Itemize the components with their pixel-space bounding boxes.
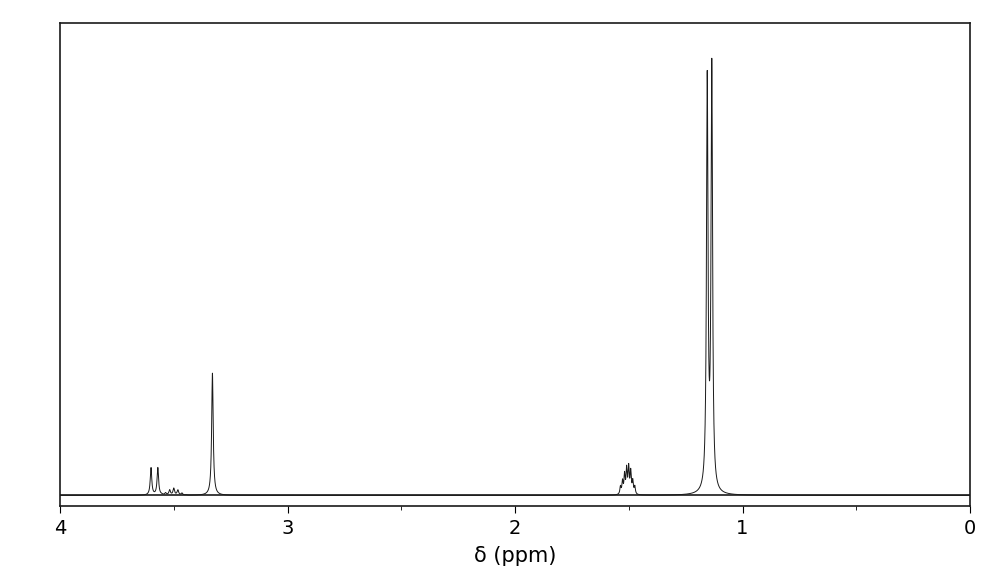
- X-axis label: δ (ppm): δ (ppm): [474, 546, 556, 566]
